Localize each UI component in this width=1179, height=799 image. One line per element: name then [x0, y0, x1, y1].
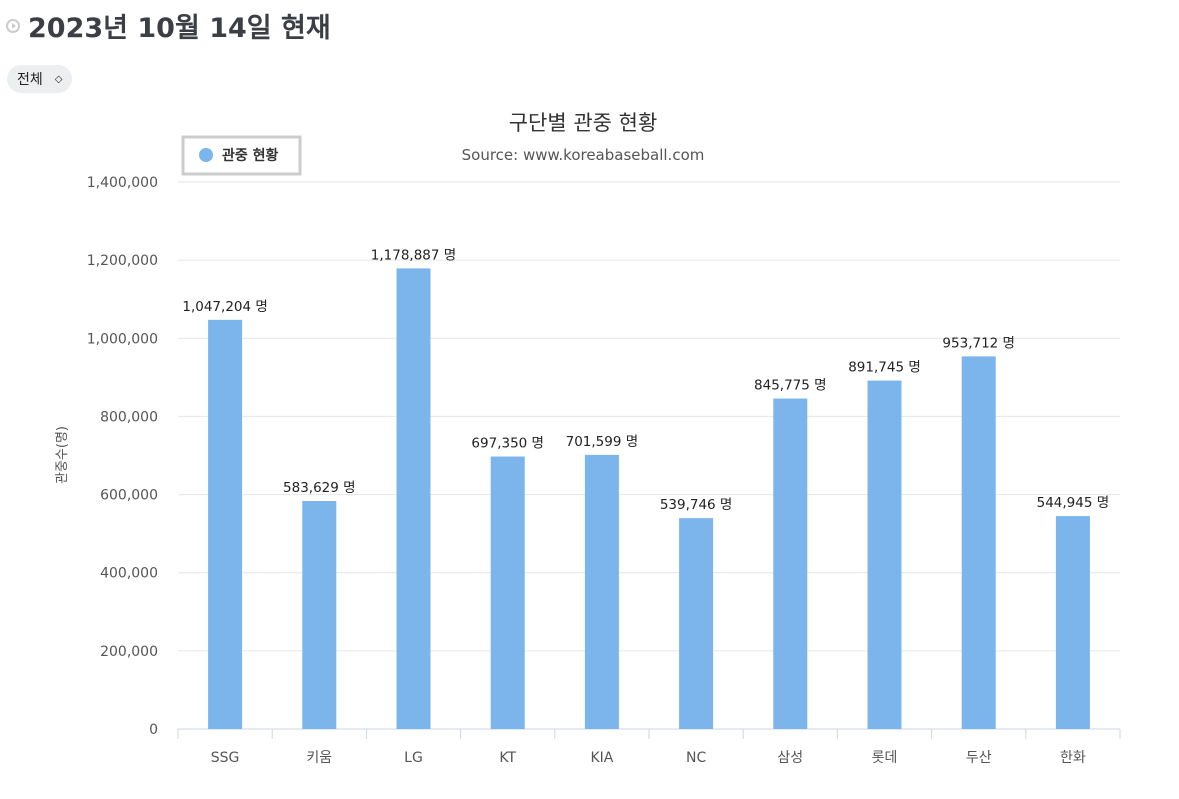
team-filter-select[interactable]: 전체 ◇	[7, 65, 73, 93]
bar[interactable]	[584, 454, 619, 729]
y-tick-label: 0	[149, 722, 158, 738]
y-tick-label: 400,000	[100, 566, 158, 582]
bar[interactable]	[867, 380, 902, 729]
chart-title: 구단별 관중 현황	[509, 111, 658, 135]
data-label: 539,746 명	[660, 497, 733, 513]
legend-marker	[199, 148, 213, 162]
data-label: 697,350 명	[471, 436, 544, 452]
x-tick-label: SSG	[211, 750, 240, 766]
data-label: 845,775 명	[754, 378, 827, 394]
filter-value: 전체	[17, 72, 43, 88]
page-header: 2023년 10월 14일 현재	[6, 6, 331, 45]
x-tick-label: KIA	[590, 750, 613, 766]
x-tick-label: 롯데	[872, 750, 898, 766]
y-axis-label: 관중수(명)	[55, 426, 70, 484]
data-label: 701,599 명	[566, 434, 639, 450]
play-circle-icon	[6, 18, 20, 33]
y-tick-label: 1,000,000	[87, 331, 158, 347]
bar[interactable]	[490, 456, 525, 729]
legend[interactable]: 관중 현황	[181, 135, 302, 176]
y-tick-label: 1,200,000	[87, 253, 158, 269]
page-title: 2023년 10월 14일 현재	[28, 13, 331, 44]
data-label: 1,047,204 명	[182, 299, 267, 315]
data-label: 953,712 명	[942, 335, 1015, 351]
y-tick-label: 200,000	[100, 644, 158, 660]
legend-label: 관중 현황	[222, 147, 279, 164]
bar[interactable]	[679, 518, 714, 729]
x-tick-label: 키움	[306, 750, 332, 766]
x-tick-label: NC	[686, 750, 706, 766]
bar[interactable]	[1055, 516, 1090, 729]
x-tick-label: 한화	[1060, 750, 1086, 766]
x-tick-label: 두산	[966, 750, 992, 766]
y-tick-label: 800,000	[100, 409, 158, 425]
x-tick-label: 삼성	[777, 750, 803, 766]
chevron-updown-icon: ◇	[54, 73, 63, 85]
bar[interactable]	[773, 398, 808, 729]
bar[interactable]	[208, 319, 243, 729]
data-label: 1,178,887 명	[371, 247, 456, 263]
x-tick-label: KT	[499, 750, 516, 766]
data-label: 583,629 명	[283, 480, 356, 496]
chart-subtitle: Source: www.koreabaseball.com	[462, 146, 705, 164]
data-label: 891,745 명	[848, 360, 921, 376]
bar[interactable]	[961, 356, 996, 729]
data-label: 544,945 명	[1037, 495, 1110, 511]
bar[interactable]	[396, 268, 431, 729]
y-tick-label: 1,400,000	[87, 175, 158, 191]
y-tick-label: 600,000	[100, 488, 158, 504]
x-tick-label: LG	[404, 750, 423, 766]
bar[interactable]	[302, 500, 337, 729]
